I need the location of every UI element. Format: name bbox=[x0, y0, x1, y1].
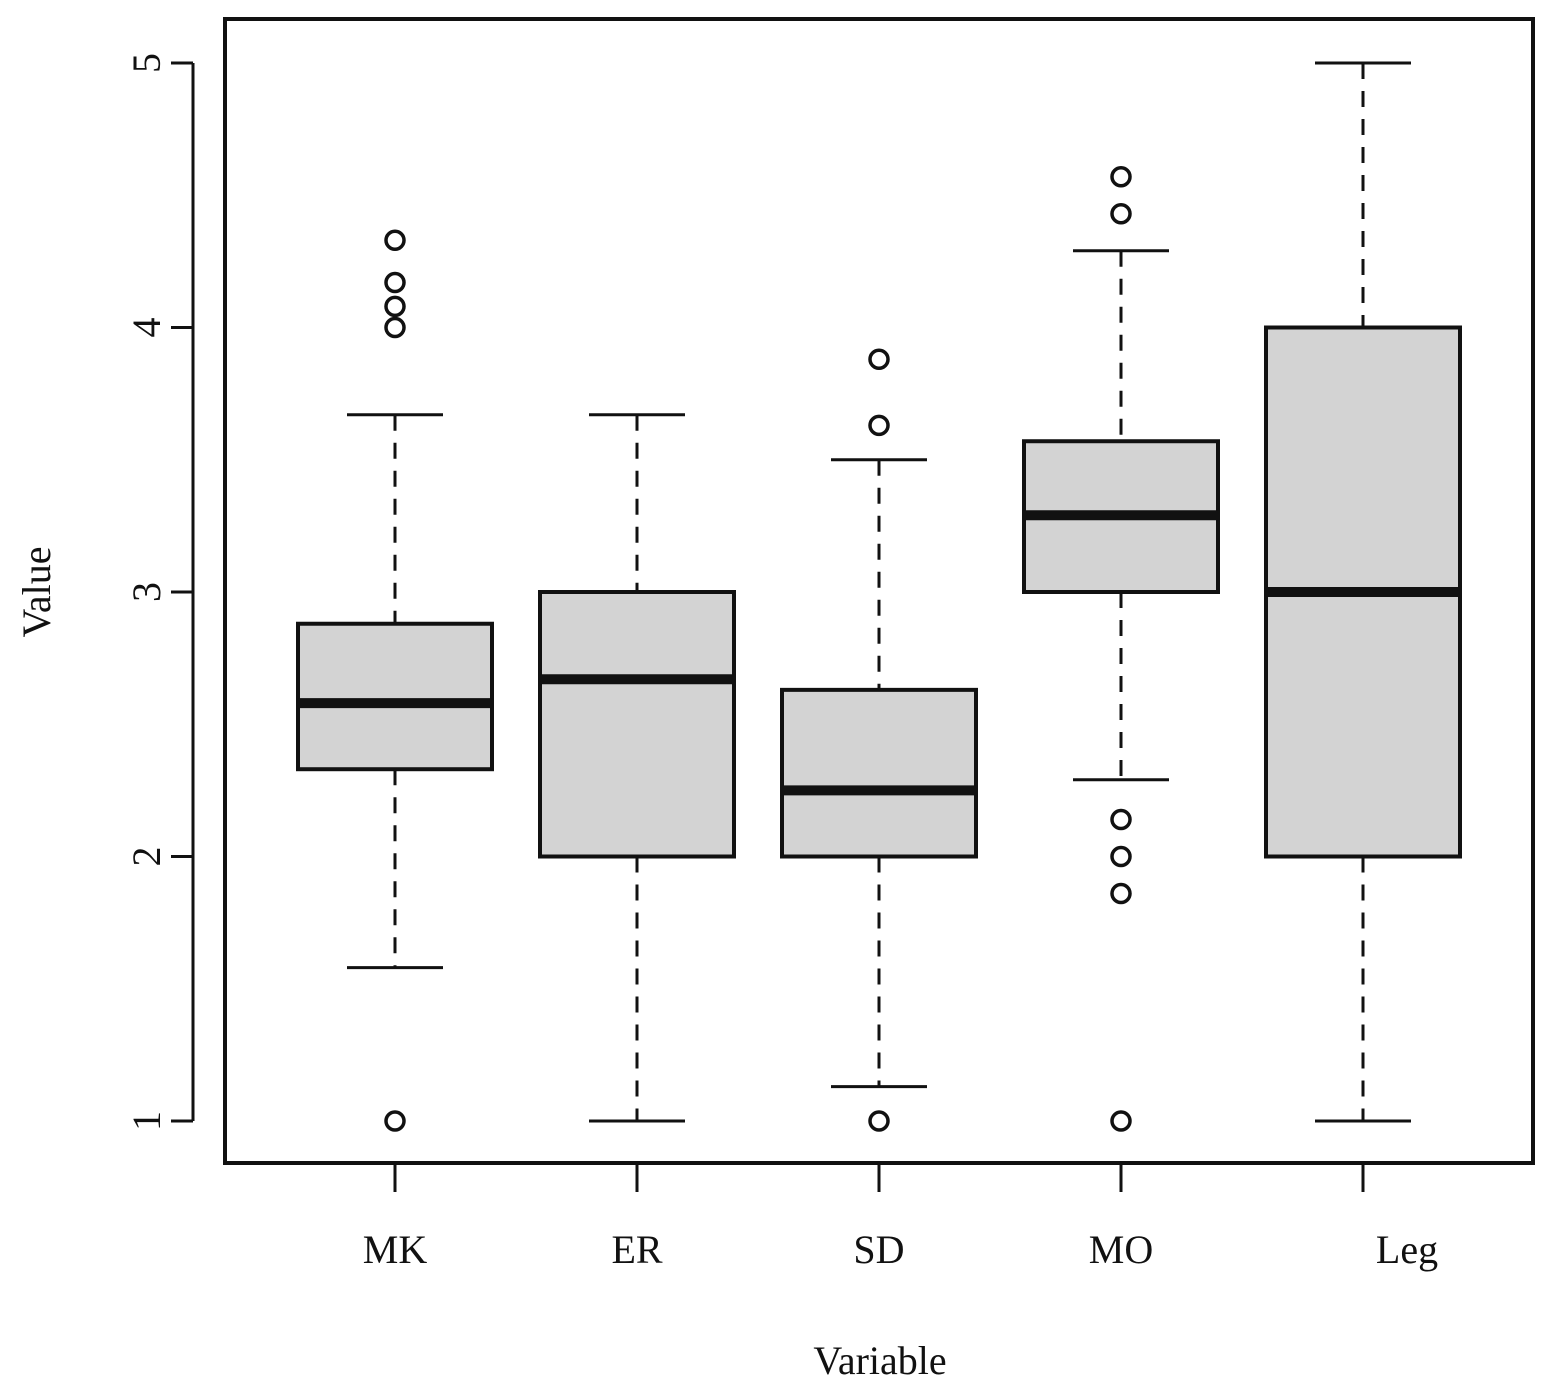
box-group bbox=[296, 229, 494, 1132]
outlier-point bbox=[384, 229, 406, 251]
iqr-box bbox=[780, 687, 978, 859]
outlier-point bbox=[1110, 165, 1132, 188]
y-tick-label: 2 bbox=[124, 847, 169, 867]
outlier-point bbox=[1110, 808, 1132, 831]
box-group bbox=[1264, 61, 1462, 1123]
x-tick-label: ER bbox=[611, 1227, 662, 1272]
x-axis-title: Variable bbox=[813, 1338, 946, 1383]
outlier-point bbox=[868, 348, 890, 370]
box-group bbox=[780, 348, 978, 1132]
y-tick-label: 5 bbox=[124, 53, 169, 73]
box-group bbox=[538, 413, 736, 1123]
y-tick-label: 4 bbox=[124, 318, 169, 338]
outlier-point bbox=[868, 1110, 890, 1132]
iqr-box bbox=[538, 590, 736, 859]
y-axis-title: Value bbox=[14, 546, 59, 637]
outlier-point bbox=[1110, 845, 1132, 868]
outlier-point bbox=[384, 1110, 406, 1132]
x-tick-label: SD bbox=[853, 1227, 904, 1272]
outlier-point bbox=[1110, 882, 1132, 905]
x-axis-ticks: MK ER SD MO Leg bbox=[363, 1163, 1438, 1272]
outlier-point bbox=[868, 414, 890, 437]
box-group bbox=[1022, 165, 1220, 1132]
x-tick-label: MO bbox=[1089, 1227, 1153, 1272]
x-tick-label: MK bbox=[363, 1227, 428, 1272]
y-tick-label: 3 bbox=[124, 582, 169, 602]
y-tick-label: 1 bbox=[124, 1111, 169, 1131]
outlier-point bbox=[384, 271, 406, 294]
outlier-point bbox=[384, 295, 406, 318]
iqr-box bbox=[296, 621, 494, 772]
outlier-point bbox=[1110, 1110, 1132, 1132]
outlier-point bbox=[1110, 203, 1132, 225]
outlier-point bbox=[384, 316, 406, 339]
box-series bbox=[296, 61, 1462, 1132]
y-axis-ticks: 1 2 3 4 5 bbox=[124, 53, 193, 1131]
x-tick-label: Leg bbox=[1376, 1227, 1438, 1272]
